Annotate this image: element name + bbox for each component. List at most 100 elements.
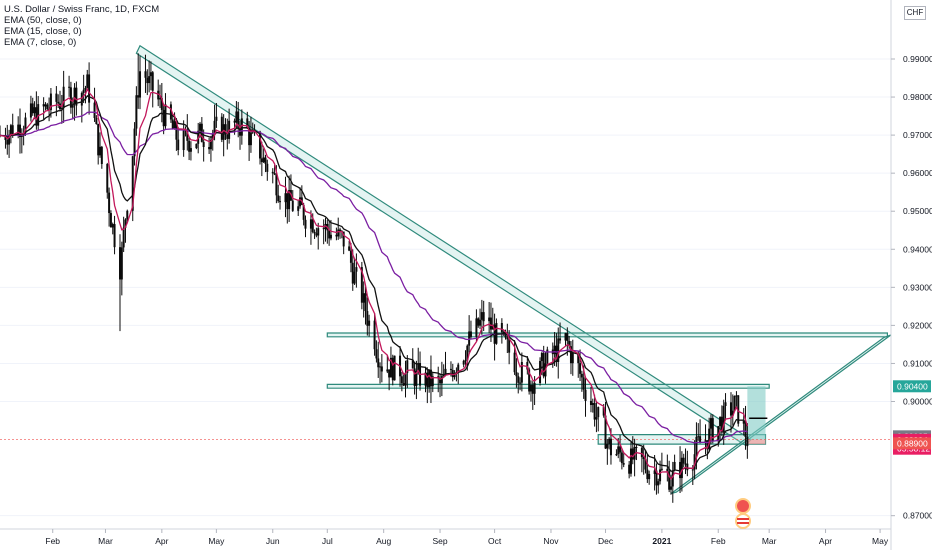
resistance-zone	[326, 332, 889, 338]
y-tick-label: 0.94000	[903, 244, 932, 254]
candle-body	[606, 443, 609, 449]
candle-body	[233, 120, 236, 123]
candle-body	[264, 157, 267, 164]
candle-body	[351, 262, 354, 284]
x-tick-label: Nov	[543, 536, 559, 546]
us-flag-event-icon[interactable]	[735, 513, 751, 529]
candle-body	[580, 373, 583, 378]
candle-body	[584, 389, 587, 401]
candle-body	[313, 231, 316, 234]
candle-body	[202, 141, 205, 147]
price-label-bg	[893, 437, 931, 450]
candle-body	[631, 448, 634, 460]
candle-body	[666, 468, 669, 472]
candle-body	[93, 102, 96, 119]
candle-body	[513, 352, 516, 373]
candle-body	[391, 357, 394, 381]
candle-body	[619, 446, 622, 453]
ema7-legend[interactable]: EMA (7, close, 0)	[4, 37, 77, 48]
candle-body	[73, 87, 76, 105]
candle-body	[11, 125, 14, 136]
candle-body	[6, 139, 9, 145]
ema15-legend[interactable]: EMA (15, close, 0)	[4, 26, 82, 37]
candle-body	[479, 319, 482, 326]
candle-body	[609, 438, 612, 456]
candle-body	[235, 111, 238, 123]
candle-body	[322, 228, 325, 230]
candle-body	[642, 457, 645, 460]
candle-body	[646, 469, 649, 480]
candle-body	[33, 107, 36, 114]
candle-body	[708, 428, 711, 450]
candle-body	[457, 364, 460, 373]
candle-body	[693, 454, 696, 470]
candle-body	[149, 72, 152, 77]
candle-body	[635, 446, 638, 448]
candle-body	[475, 318, 478, 337]
candle-body	[668, 471, 671, 490]
candle-body	[406, 360, 409, 373]
ema50-legend[interactable]: EMA (50, close, 0)	[4, 15, 82, 26]
y-tick-label: 0.99000	[903, 54, 932, 64]
candle-body	[42, 104, 45, 107]
candle-body	[362, 293, 365, 303]
candle-body	[337, 229, 340, 237]
candle-body	[426, 372, 429, 388]
candle-body	[68, 86, 71, 88]
candle-body	[69, 87, 72, 108]
currency-badge[interactable]: CHF	[904, 6, 926, 20]
candle-body	[209, 139, 212, 150]
candle-body	[9, 125, 12, 135]
price-label: 0.90400	[897, 381, 928, 391]
candle-body	[71, 104, 74, 108]
symbol-title[interactable]: U.S. Dollar / Swiss Franc, 1D, FXCM	[4, 4, 160, 15]
candle-body	[246, 118, 249, 128]
candle-body	[17, 124, 20, 136]
event-icons[interactable]	[735, 498, 751, 529]
candle-body	[133, 128, 136, 157]
candle-body	[400, 376, 403, 384]
candle-body	[240, 118, 243, 136]
candle-body	[582, 377, 585, 390]
candle-body	[100, 146, 103, 164]
x-tick-label: Feb	[711, 536, 726, 546]
candle-body	[633, 446, 636, 460]
candle-body	[304, 219, 307, 229]
candle-body	[380, 366, 383, 372]
candle-body	[431, 376, 434, 387]
earnings-event-icon[interactable]	[735, 498, 751, 514]
candle-body	[122, 227, 125, 248]
candle-body	[417, 363, 420, 371]
candle-body	[311, 219, 314, 232]
time-axis[interactable]: Feb Mar Apr May Jun Jul Aug Sep Oct Nov Dec 2021 Feb…	[45, 529, 889, 546]
candle-body	[182, 130, 185, 151]
price-axis[interactable]: 0.99000 0.98000 0.97000 0.96000 0.95000 0.940…	[891, 54, 932, 521]
candle-body	[277, 195, 280, 202]
x-tick-label: 2021	[652, 536, 671, 546]
candle-body	[131, 156, 134, 211]
candle-body	[106, 163, 109, 193]
candle-body	[424, 372, 427, 386]
candle-body	[215, 116, 218, 121]
candle-body	[46, 104, 49, 110]
candle-body	[564, 333, 567, 341]
trendline-drawings[interactable]	[0, 44, 892, 495]
candle-body	[455, 372, 458, 374]
candle-body	[109, 213, 112, 228]
candle-body	[159, 98, 162, 100]
candle-body	[519, 382, 522, 384]
candle-body	[213, 120, 216, 134]
candle-body	[697, 436, 700, 438]
candle-body	[489, 317, 492, 330]
candle-body	[502, 331, 505, 333]
candle-body	[82, 89, 85, 93]
candle-body	[29, 103, 32, 118]
candle-body	[226, 134, 229, 139]
candle-body	[220, 116, 223, 140]
candle-body	[602, 407, 605, 416]
candle-body	[500, 322, 503, 333]
candle-body	[620, 452, 623, 464]
candle-body	[353, 271, 356, 284]
candle-body	[19, 124, 22, 137]
